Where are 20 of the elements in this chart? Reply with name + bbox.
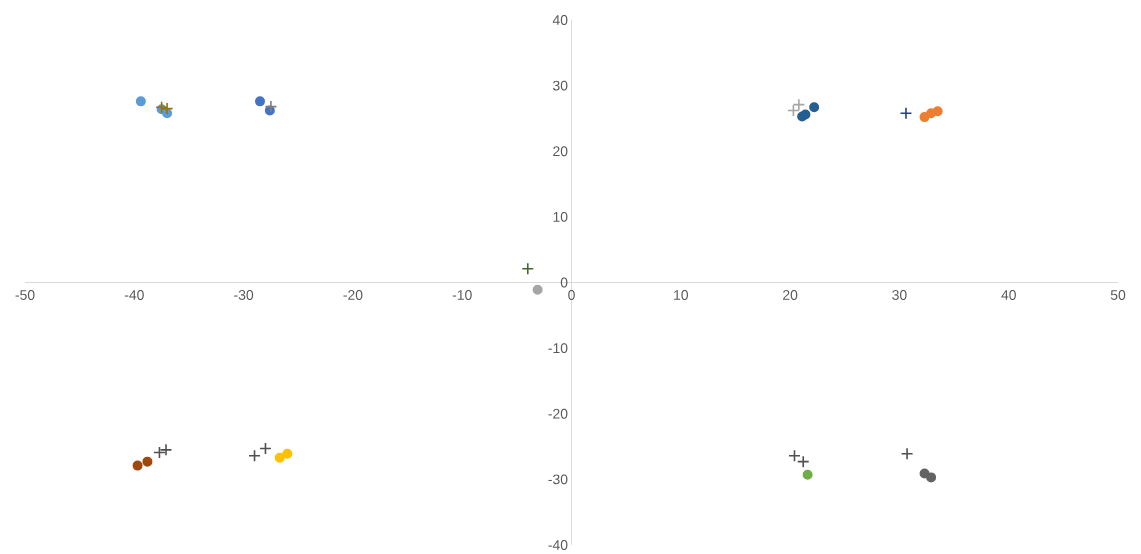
x-tick-label: -50 (15, 290, 35, 300)
x-tick-label: 40 (1001, 290, 1016, 300)
x-tick-label: -20 (343, 290, 363, 300)
x-tick-label: 30 (892, 290, 907, 300)
x-tick-label: 0 (568, 290, 575, 300)
x-tick-label: -30 (234, 290, 254, 300)
y-tick-label: 30 (553, 80, 568, 91)
y-tick-label: 10 (553, 211, 568, 222)
x-tick-label: -40 (124, 290, 144, 300)
y-tick-label: -20 (548, 408, 568, 419)
x-tick-label: -10 (452, 290, 472, 300)
y-tick-label: -10 (548, 343, 568, 354)
x-tick-label: 50 (1110, 290, 1126, 300)
y-tick-label: 20 (553, 146, 568, 157)
x-tick-label: 10 (674, 290, 689, 300)
y-tick-label: 0 (560, 277, 568, 288)
y-tick-label: -30 (548, 474, 568, 485)
x-tick-label: 20 (783, 290, 798, 300)
y-tick-label: -40 (548, 540, 568, 550)
y-tick-label: 40 (552, 15, 568, 25)
